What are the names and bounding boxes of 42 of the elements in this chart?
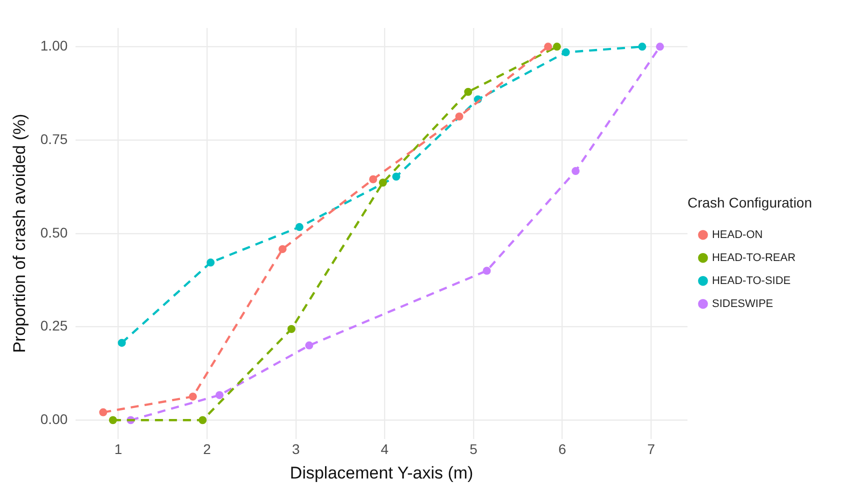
point [305,341,314,350]
y-tick-label: 0.75 [40,130,68,147]
legend-title: Crash Configuration [687,194,812,210]
x-tick-label: 7 [647,441,656,458]
x-tick-label: 6 [558,441,566,458]
point [544,42,552,51]
legend-label: HEAD-TO-SIDE [712,274,791,287]
x-tick-label: 1 [114,441,122,458]
point [552,42,561,51]
point [278,245,287,254]
point [108,416,117,424]
point [369,175,378,184]
point [378,178,387,187]
point [99,408,108,416]
point [464,88,472,96]
point [638,42,646,51]
point [392,172,400,181]
x-axis-title: Displacement Y-axis (m) [290,463,474,482]
x-tick-label: 5 [470,441,478,458]
point [562,48,570,56]
y-tick-label: 1.00 [40,38,68,54]
point [216,391,224,400]
point [198,416,207,424]
x-tick-label: 4 [380,441,389,458]
point [188,392,197,401]
legend-label: HEAD-ON [712,228,763,241]
point [206,258,215,267]
x-tick-label: 2 [203,441,212,458]
point [572,167,580,176]
point [482,266,491,275]
point [455,112,464,121]
y-tick-label: 0.50 [40,224,68,240]
x-tick-label: 3 [292,441,300,458]
y-axis-title: Proportion of crash avoided (%) [10,114,29,353]
y-tick-label: 0.25 [40,318,68,334]
point [656,42,664,51]
point [118,338,126,347]
legend-label: HEAD-TO-REAR [712,252,796,264]
y-tick-label: 0.00 [40,410,68,427]
legend-label: SIDESWIPE [712,298,774,310]
point [287,325,296,334]
point [295,223,304,232]
